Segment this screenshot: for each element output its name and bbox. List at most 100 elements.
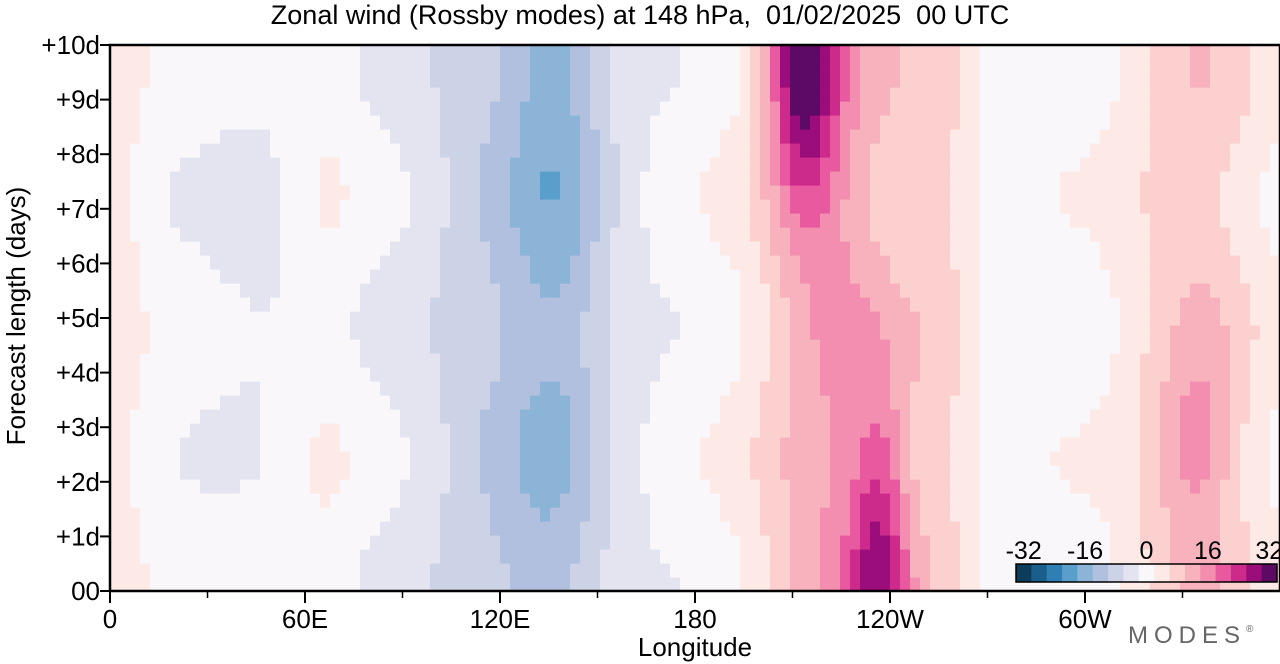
field-cell xyxy=(900,409,911,424)
field-cell xyxy=(520,199,531,214)
colorbar-frame xyxy=(1015,563,1278,583)
field-cell xyxy=(1150,535,1161,550)
field-cell xyxy=(520,73,531,88)
field-cell xyxy=(470,297,481,312)
field-cell xyxy=(730,409,741,424)
field-cell xyxy=(720,479,731,494)
field-cell xyxy=(1060,535,1071,550)
field-cell xyxy=(310,423,321,438)
field-cell xyxy=(950,269,961,284)
field-cell xyxy=(390,577,401,591)
colorbar-swatch xyxy=(1184,564,1201,582)
field-cell xyxy=(1200,283,1211,298)
field-cell xyxy=(200,395,211,410)
field-cell xyxy=(640,241,651,256)
field-cell xyxy=(1270,283,1280,298)
field-cell xyxy=(610,73,621,88)
field-cell xyxy=(340,353,351,368)
field-cell xyxy=(800,535,811,550)
field-cell xyxy=(1100,325,1111,340)
field-cell xyxy=(730,367,741,382)
field-cell xyxy=(580,185,591,200)
field-cell xyxy=(710,73,721,88)
field-cell xyxy=(680,171,691,186)
field-cell xyxy=(1210,423,1221,438)
field-cell xyxy=(660,115,671,130)
field-cell xyxy=(950,199,961,214)
field-cell xyxy=(1200,339,1211,354)
field-cell xyxy=(990,479,1001,494)
field-cell xyxy=(500,507,511,522)
field-cell xyxy=(230,311,241,326)
field-cell xyxy=(270,59,281,74)
field-cell xyxy=(1120,255,1131,270)
field-cell xyxy=(740,199,751,214)
field-cell xyxy=(1160,101,1171,116)
field-cell xyxy=(450,213,461,228)
field-cell xyxy=(120,129,131,144)
field-cell xyxy=(720,521,731,536)
field-cell xyxy=(140,549,151,564)
field-cell xyxy=(440,269,451,284)
field-cell xyxy=(290,535,301,550)
field-cell xyxy=(1240,353,1251,368)
field-cell xyxy=(380,367,391,382)
field-cell xyxy=(870,227,881,242)
field-cell xyxy=(1190,185,1201,200)
field-cell xyxy=(1050,241,1061,256)
field-cell xyxy=(330,437,341,452)
field-cell xyxy=(760,577,771,591)
field-cell xyxy=(760,227,771,242)
field-cell xyxy=(1100,255,1111,270)
field-cell xyxy=(1210,339,1221,354)
field-cell xyxy=(170,465,181,480)
field-cell xyxy=(850,465,861,480)
field-cell xyxy=(480,143,491,158)
field-cell xyxy=(1100,367,1111,382)
field-cell xyxy=(360,493,371,508)
field-cell xyxy=(540,129,551,144)
field-cell xyxy=(1240,143,1251,158)
field-cell xyxy=(860,535,871,550)
field-cell xyxy=(230,367,241,382)
field-cell xyxy=(1100,73,1111,88)
field-cell xyxy=(420,479,431,494)
field-cell xyxy=(660,199,671,214)
field-cell xyxy=(320,563,331,578)
field-cell xyxy=(1030,381,1041,396)
field-cell xyxy=(430,535,441,550)
field-cell xyxy=(1210,381,1221,396)
field-cell xyxy=(510,87,521,102)
field-cell xyxy=(1150,129,1161,144)
field-cell xyxy=(360,353,371,368)
field-cell xyxy=(980,255,991,270)
field-cell xyxy=(530,129,541,144)
field-cell xyxy=(260,297,271,312)
field-cell xyxy=(550,493,561,508)
field-cell xyxy=(910,423,921,438)
field-cell xyxy=(1080,255,1091,270)
field-cell xyxy=(890,283,901,298)
field-cell xyxy=(750,353,761,368)
field-cell xyxy=(1220,213,1231,228)
field-cell xyxy=(250,479,261,494)
field-cell xyxy=(560,437,571,452)
field-cell xyxy=(440,437,451,452)
field-cell xyxy=(360,479,371,494)
field-cell xyxy=(1200,353,1211,368)
field-cell xyxy=(320,171,331,186)
field-cell xyxy=(210,241,221,256)
field-cell xyxy=(1000,227,1011,242)
field-cell xyxy=(890,507,901,522)
field-cell xyxy=(920,115,931,130)
field-cell xyxy=(940,353,951,368)
field-cell xyxy=(410,311,421,326)
field-cell xyxy=(950,73,961,88)
field-cell xyxy=(760,381,771,396)
field-cell xyxy=(160,507,171,522)
field-cell xyxy=(1270,115,1280,130)
field-cell xyxy=(1230,353,1241,368)
field-cell xyxy=(380,87,391,102)
field-cell xyxy=(180,283,191,298)
field-cell xyxy=(380,507,391,522)
